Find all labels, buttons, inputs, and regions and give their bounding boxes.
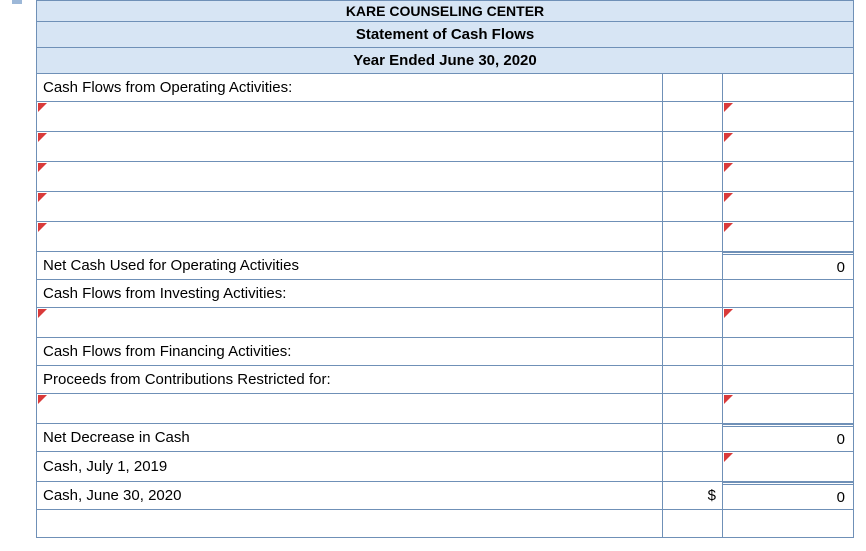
operating-input-row-1[interactable]	[37, 102, 853, 132]
dropdown-icon	[724, 453, 733, 462]
period: Year Ended June 30, 2020	[353, 52, 536, 69]
cell-blank-sym	[663, 74, 723, 101]
cash-end-row: Cash, June 30, 2020 $ 0	[37, 482, 853, 510]
operating-input-row-4[interactable]	[37, 192, 853, 222]
dropdown-icon	[38, 223, 47, 232]
financing-header-label: Cash Flows from Financing Activities:	[37, 338, 663, 365]
cash-end-value: 0	[723, 482, 853, 509]
dropdown-icon	[724, 223, 733, 232]
financing-header-row: Cash Flows from Financing Activities:	[37, 338, 853, 366]
net-operating-label: Net Cash Used for Operating Activities	[37, 252, 663, 279]
investing-header-label: Cash Flows from Investing Activities:	[37, 280, 663, 307]
dropdown-icon	[724, 309, 733, 318]
net-decrease-label: Net Decrease in Cash	[37, 424, 663, 451]
dropdown-icon	[724, 103, 733, 112]
scrollbar[interactable]	[858, 0, 864, 551]
operating-input-row-5[interactable]	[37, 222, 853, 252]
cell-blank-val	[723, 74, 853, 101]
proceeds-row: Proceeds from Contributions Restricted f…	[37, 366, 853, 394]
investing-header-row: Cash Flows from Investing Activities:	[37, 280, 853, 308]
header-org: KARE COUNSELING CENTER	[37, 0, 853, 22]
cash-end-symbol: $	[663, 482, 723, 509]
cash-begin-label: Cash, July 1, 2019	[37, 452, 663, 481]
header-title: Statement of Cash Flows	[37, 22, 853, 48]
dropdown-icon	[724, 193, 733, 202]
net-operating-row: Net Cash Used for Operating Activities 0	[37, 252, 853, 280]
dropdown-icon	[724, 395, 733, 404]
statement-title: Statement of Cash Flows	[356, 26, 534, 43]
trailing-row	[37, 510, 853, 538]
selection-indicator	[12, 0, 22, 4]
statement-table: KARE COUNSELING CENTER Statement of Cash…	[36, 0, 854, 538]
dropdown-icon	[38, 309, 47, 318]
net-decrease-value: 0	[723, 424, 853, 451]
financing-input-row-1[interactable]	[37, 394, 853, 424]
dropdown-icon	[724, 163, 733, 172]
operating-header-row: Cash Flows from Operating Activities:	[37, 74, 853, 102]
operating-header-label: Cash Flows from Operating Activities:	[37, 74, 663, 101]
org-name: KARE COUNSELING CENTER	[346, 3, 544, 19]
cash-begin-row[interactable]: Cash, July 1, 2019	[37, 452, 853, 482]
dropdown-icon	[38, 163, 47, 172]
dropdown-icon	[38, 103, 47, 112]
net-decrease-row: Net Decrease in Cash 0	[37, 424, 853, 452]
operating-input-row-2[interactable]	[37, 132, 853, 162]
net-operating-value: 0	[723, 252, 853, 279]
header-period: Year Ended June 30, 2020	[37, 48, 853, 74]
operating-input-row-3[interactable]	[37, 162, 853, 192]
cash-end-label: Cash, June 30, 2020	[37, 482, 663, 509]
proceeds-label: Proceeds from Contributions Restricted f…	[37, 366, 663, 393]
investing-input-row-1[interactable]	[37, 308, 853, 338]
dropdown-icon	[38, 395, 47, 404]
dropdown-icon	[38, 133, 47, 142]
dropdown-icon	[38, 193, 47, 202]
dropdown-icon	[724, 133, 733, 142]
